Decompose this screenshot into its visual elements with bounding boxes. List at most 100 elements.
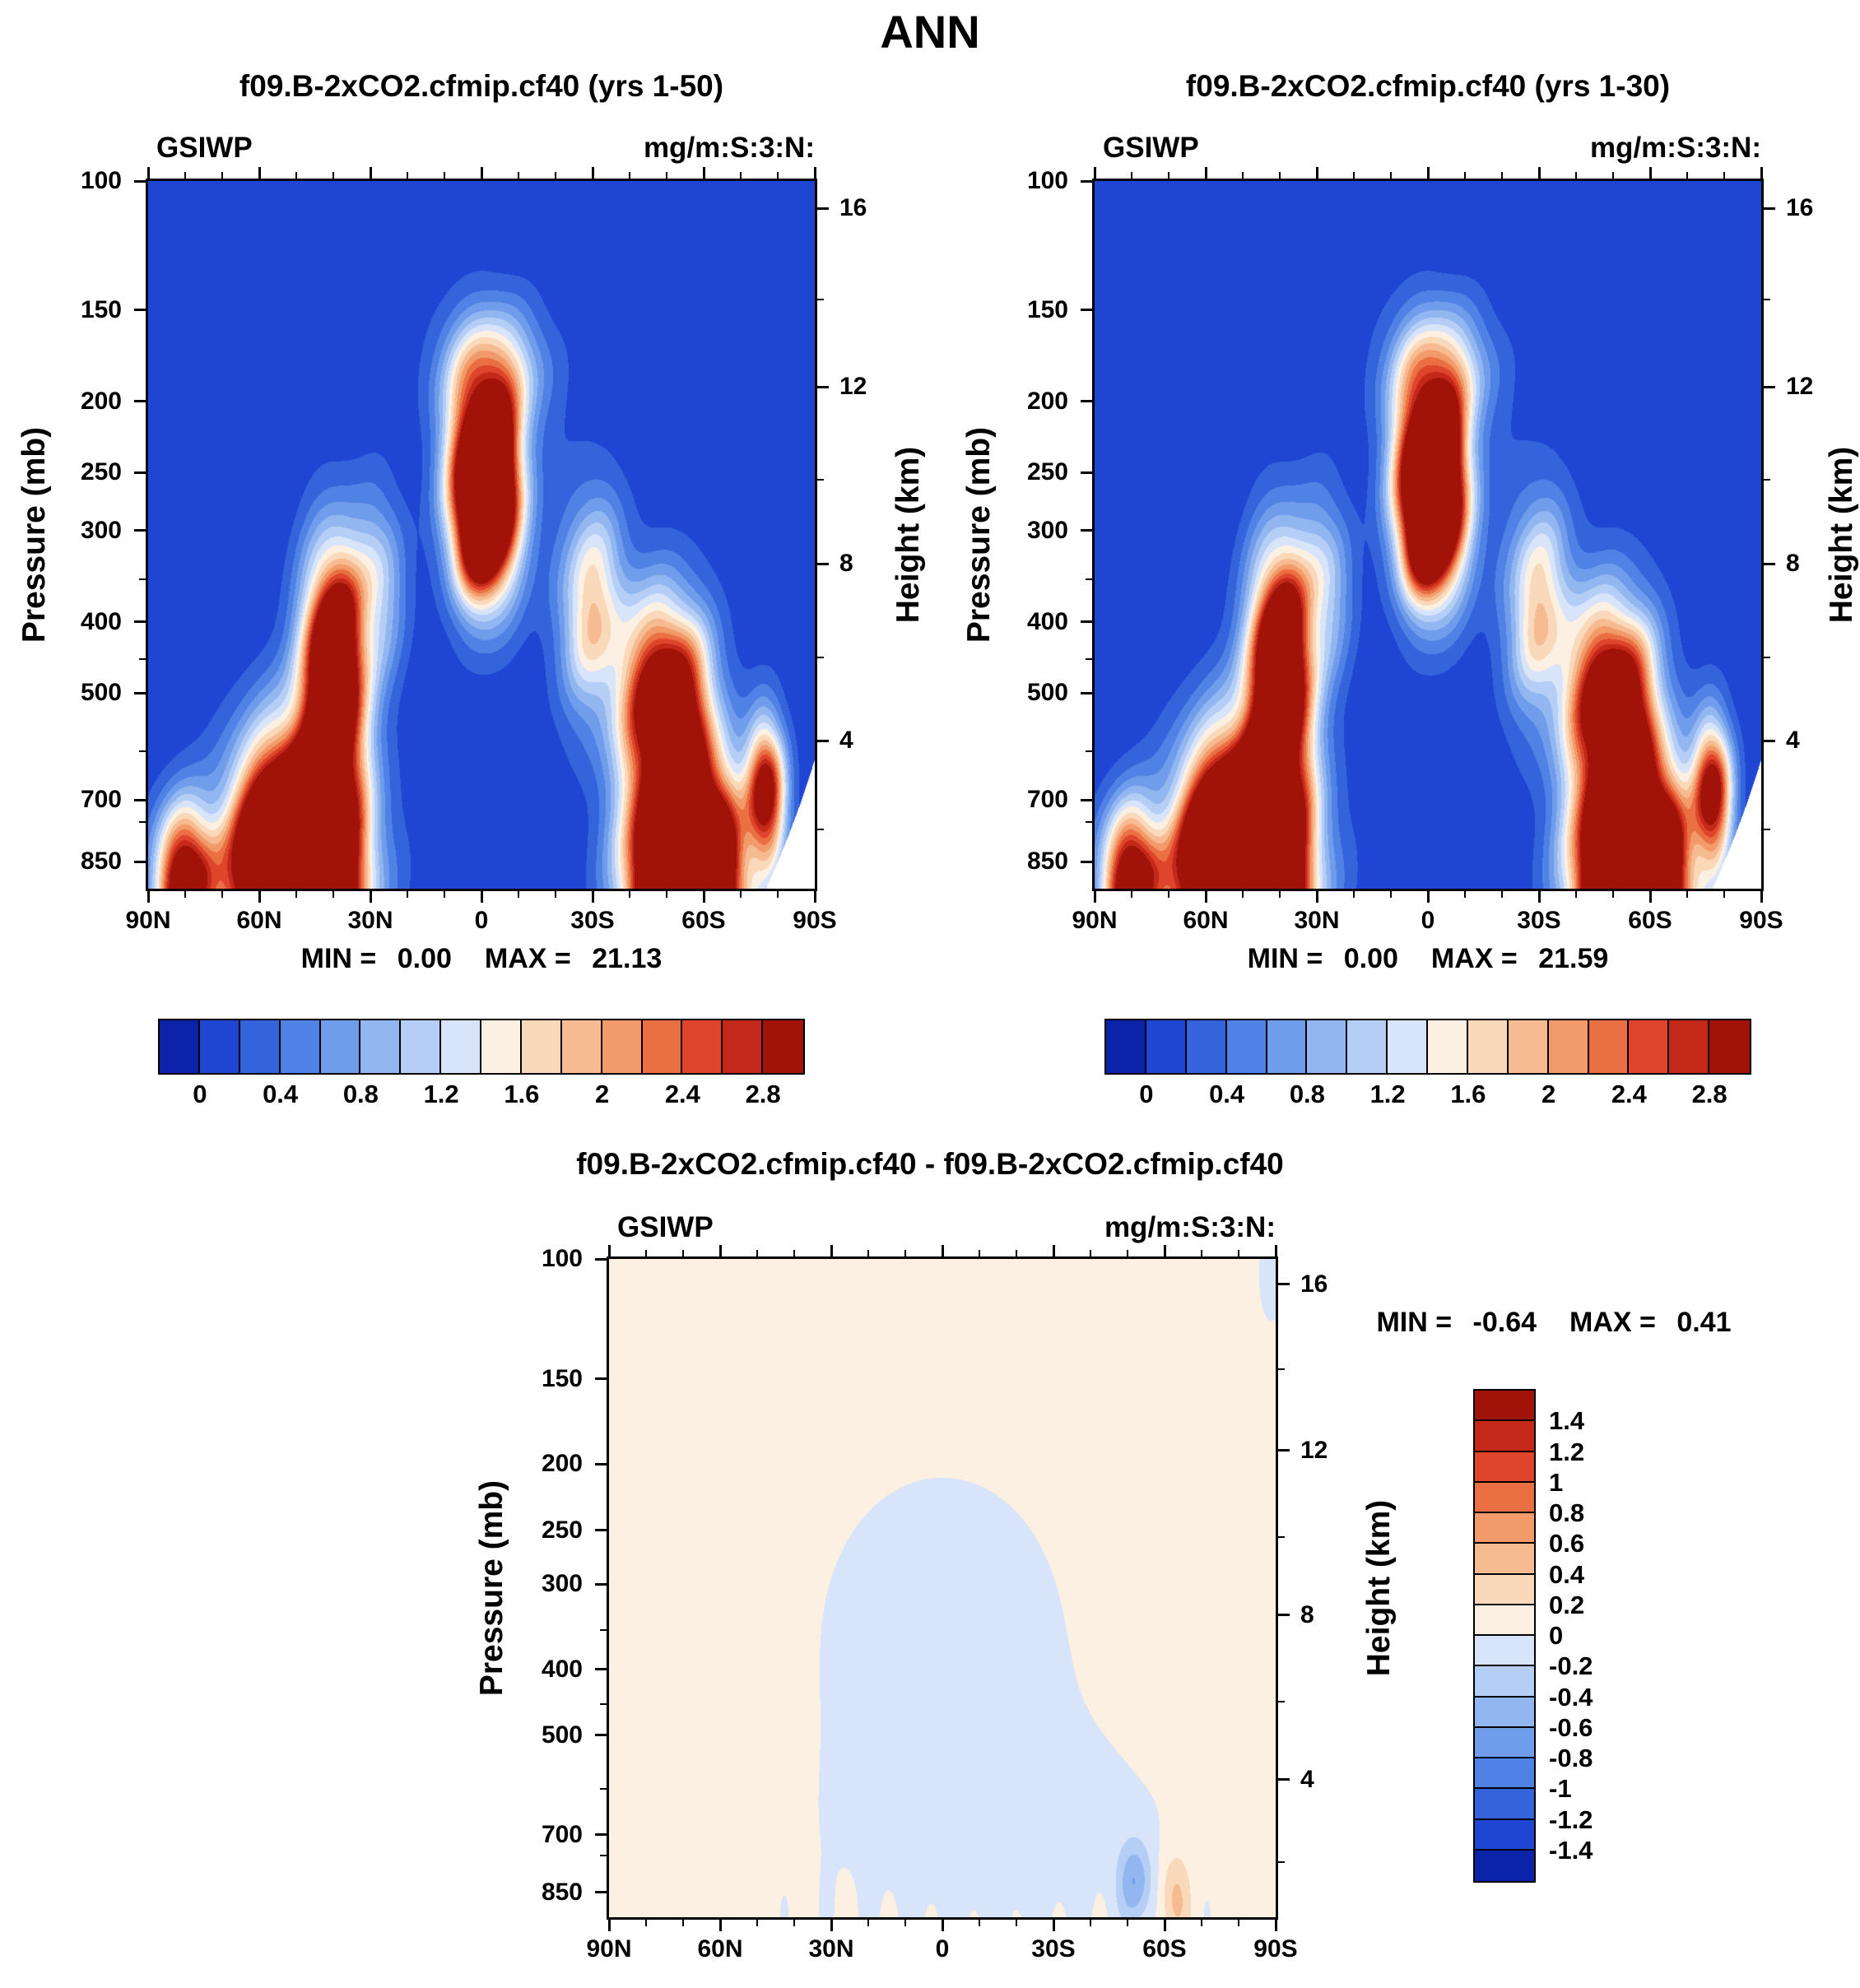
pressure-tick bbox=[595, 1891, 607, 1894]
pressure-tick bbox=[1081, 400, 1092, 403]
latitude-tick bbox=[718, 1245, 722, 1256]
colorbar-cell bbox=[1307, 1020, 1348, 1073]
height-tick bbox=[1764, 207, 1775, 210]
latitude-tick-label: 0 bbox=[935, 1935, 950, 1962]
latitude-tick bbox=[1274, 1920, 1277, 1931]
latitude-minor-tick bbox=[518, 891, 519, 898]
colorbar-cell bbox=[642, 1020, 683, 1073]
latitude-tick-label: 60S bbox=[1142, 1935, 1187, 1962]
colorbar-cell bbox=[1428, 1020, 1468, 1073]
pressure-tick-label: 400 bbox=[80, 607, 122, 635]
pressure-tick-label: 850 bbox=[541, 1878, 583, 1906]
pressure-tick bbox=[134, 400, 146, 403]
pressure-minor-tick bbox=[1086, 658, 1092, 661]
colorbar: 1.4 1.2 1 0.8 0.6 0.4 0.2 0 -0.2 -0.4 -0.6 -0.8 -1 -1… bbox=[1473, 1389, 1593, 1883]
pressure-tick bbox=[595, 1257, 607, 1261]
latitude-tick-label: 90N bbox=[586, 1935, 632, 1962]
latitude-minor-tick bbox=[793, 1250, 795, 1256]
height-minor-tick bbox=[817, 479, 824, 481]
latitude-minor-tick bbox=[1127, 1920, 1128, 1926]
colorbar-cell bbox=[1467, 1020, 1509, 1073]
latitude-tick bbox=[258, 891, 261, 903]
height-tick bbox=[1764, 562, 1775, 565]
min-value: 0.00 bbox=[1343, 943, 1398, 974]
colorbar-cell bbox=[1186, 1020, 1227, 1073]
variable-label: GSIWP bbox=[617, 1211, 714, 1243]
latitude-tick bbox=[1052, 1920, 1055, 1931]
pressure-tick bbox=[1081, 691, 1092, 694]
colorbar-tick-label: 2 bbox=[595, 1080, 610, 1108]
max-label: MAX = bbox=[1569, 1307, 1664, 1338]
colorbar-cell bbox=[1475, 1452, 1534, 1483]
pressure-tick-label: 250 bbox=[1026, 458, 1068, 486]
colorbar-cell bbox=[1548, 1020, 1589, 1073]
latitude-minor-tick bbox=[221, 891, 223, 898]
pressure-tick-label: 700 bbox=[1026, 786, 1068, 814]
height-minor-tick bbox=[1278, 1368, 1285, 1370]
latitude-minor-tick bbox=[444, 891, 445, 898]
latitude-minor-tick bbox=[666, 172, 667, 179]
colorbar-tick-label: 1.2 bbox=[423, 1080, 459, 1108]
latitude-minor-tick bbox=[1131, 172, 1132, 179]
colorbar-cell bbox=[1629, 1020, 1670, 1073]
latitude-tick bbox=[1204, 167, 1207, 179]
max-value: 21.59 bbox=[1538, 943, 1609, 974]
height-tick bbox=[1764, 739, 1775, 742]
latitude-tick bbox=[813, 167, 816, 179]
latitude-tick-label: 30N bbox=[808, 1935, 854, 1962]
pressure-minor-tick bbox=[600, 1788, 607, 1791]
latitude-minor-tick bbox=[1353, 891, 1355, 898]
colorbar-cell bbox=[723, 1020, 764, 1073]
latitude-minor-tick bbox=[1464, 891, 1466, 898]
latitude-tick-label: 0 bbox=[1421, 907, 1435, 934]
height-tick-label: 12 bbox=[839, 373, 867, 401]
latitude-minor-tick bbox=[1238, 1920, 1239, 1926]
latitude-minor-tick bbox=[645, 1920, 647, 1926]
latitude-tick bbox=[1315, 167, 1318, 179]
pressure-minor-tick bbox=[1086, 578, 1092, 581]
latitude-tick-label: 30S bbox=[1517, 907, 1561, 934]
plot-frame bbox=[1092, 179, 1764, 891]
latitude-tick bbox=[1052, 1245, 1055, 1256]
colorbar-cell bbox=[239, 1020, 281, 1073]
contour-field-canvas bbox=[609, 1259, 1276, 1917]
latitude-tick-label: 90S bbox=[1253, 1935, 1298, 1962]
pressure-tick-label: 200 bbox=[80, 387, 122, 415]
latitude-minor-tick bbox=[1353, 172, 1355, 179]
height-tick-label: 8 bbox=[1786, 550, 1800, 578]
latitude-minor-tick bbox=[1686, 891, 1688, 898]
latitude-minor-tick bbox=[904, 1250, 906, 1256]
colorbar-tick-label: 1.4 bbox=[1549, 1406, 1585, 1436]
pressure-tick-label: 700 bbox=[541, 1820, 583, 1848]
pressure-tick-label: 100 bbox=[80, 167, 122, 194]
latitude-minor-tick bbox=[867, 1920, 869, 1926]
pressure-tick-label: 100 bbox=[1026, 167, 1068, 194]
height-minor-tick bbox=[817, 298, 824, 300]
pressure-tick-label: 150 bbox=[80, 295, 122, 323]
colorbar-cell bbox=[561, 1020, 602, 1073]
pressure-tick-label: 500 bbox=[80, 679, 122, 707]
latitude-tick-label: 60S bbox=[681, 907, 726, 934]
colorbar-cell bbox=[1475, 1544, 1534, 1575]
colorbar-cell bbox=[1475, 1421, 1534, 1452]
latitude-minor-tick bbox=[407, 891, 408, 898]
latitude-minor-tick bbox=[756, 1250, 758, 1256]
latitude-minor-tick bbox=[407, 172, 408, 179]
latitude-tick bbox=[830, 1245, 833, 1256]
pressure-tick bbox=[1081, 860, 1092, 863]
height-axis-title: Height (km) bbox=[890, 446, 926, 624]
pressure-tick bbox=[134, 471, 146, 474]
pressure-tick-label: 500 bbox=[541, 1721, 583, 1749]
latitude-tick bbox=[1648, 167, 1652, 179]
latitude-minor-tick bbox=[332, 891, 334, 898]
colorbar-tick-label: -1 bbox=[1549, 1774, 1572, 1804]
latitude-minor-tick bbox=[629, 891, 630, 898]
latitude-minor-tick bbox=[666, 891, 667, 898]
latitude-minor-tick bbox=[295, 172, 297, 179]
colorbar-cell bbox=[1475, 1574, 1534, 1605]
colorbar-tick-label: 1.6 bbox=[1450, 1080, 1486, 1108]
latitude-tick bbox=[480, 167, 483, 179]
latitude-minor-tick bbox=[332, 172, 334, 179]
colorbar-tick-label: 0 bbox=[193, 1080, 207, 1108]
